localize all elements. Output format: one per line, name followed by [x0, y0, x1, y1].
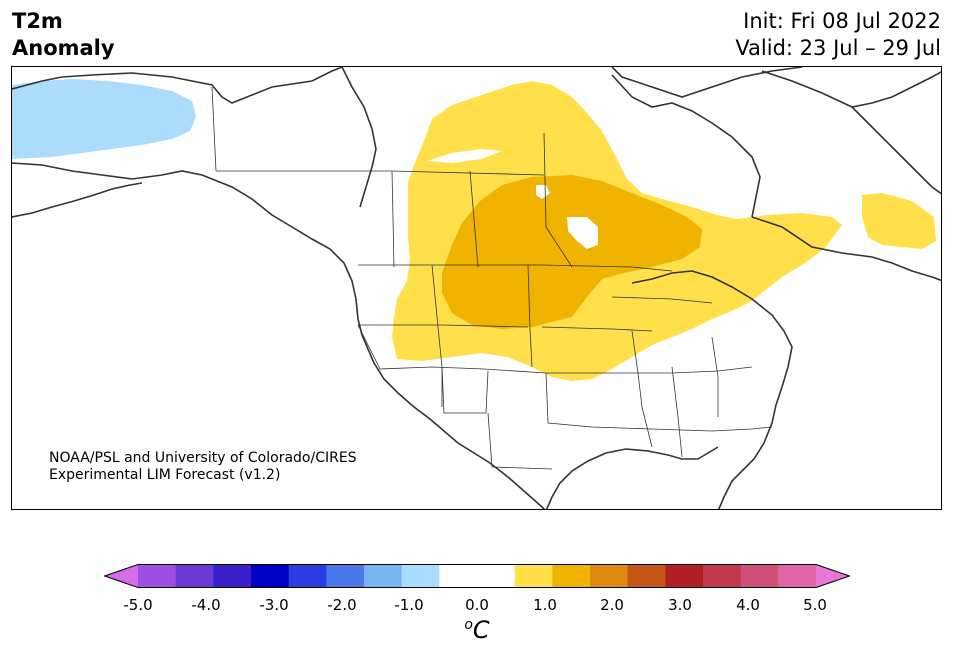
tick-label: -2.0	[327, 596, 357, 614]
colorbar-bin	[364, 564, 403, 588]
colorbar-bin	[175, 564, 214, 588]
colorbar-bin	[627, 564, 666, 588]
colorbar-extend-low	[104, 564, 138, 588]
colorbar-bin	[251, 564, 290, 588]
title-line-1: T2m	[12, 9, 63, 33]
colorbar-bin	[477, 564, 516, 588]
init-date: Init: Fri 08 Jul 2022	[743, 9, 941, 33]
colorbar-bin	[288, 564, 327, 588]
colorbar	[104, 564, 850, 588]
title-line-2: Anomaly	[12, 36, 115, 60]
colorbar-bin	[401, 564, 440, 588]
tick-label: 2.0	[600, 596, 624, 614]
tick-label: -4.0	[191, 596, 221, 614]
colorbar-bin	[138, 564, 177, 588]
colorbar-unit: oC	[464, 616, 489, 644]
colorbar-bin	[740, 564, 779, 588]
tick-label: -1.0	[394, 596, 424, 614]
tick-label: -3.0	[259, 596, 289, 614]
warm-anomaly-region-mid	[442, 175, 702, 329]
colorbar-ticks: -5.0 -4.0 -3.0 -2.0 -1.0 0.0 1.0 2.0 3.0…	[0, 596, 953, 616]
colorbar-bin	[439, 564, 478, 588]
tick-label: 1.0	[533, 596, 557, 614]
unit-letter: C	[472, 616, 490, 644]
political-borders	[211, 86, 773, 470]
forecast-dates: Init: Fri 08 Jul 2022 Valid: 23 Jul – 29…	[735, 8, 941, 62]
colorbar-bin	[326, 564, 365, 588]
colorbar-bin	[552, 564, 591, 588]
data-credit: NOAA/PSL and University of Colorado/CIRE…	[49, 450, 357, 484]
colorbar-bin	[514, 564, 553, 588]
tick-label: 0.0	[465, 596, 489, 614]
coastlines	[12, 67, 941, 509]
tick-label: 4.0	[736, 596, 760, 614]
tick-label: -5.0	[123, 596, 153, 614]
tick-label: 5.0	[803, 596, 827, 614]
colorbar-bin	[590, 564, 629, 588]
colorbar-bin	[213, 564, 252, 588]
colorbar-extend-high	[816, 564, 850, 588]
anomaly-map	[11, 66, 942, 510]
credit-line-1: NOAA/PSL and University of Colorado/CIRE…	[49, 450, 357, 466]
credit-line-2: Experimental LIM Forecast (v1.2)	[49, 467, 281, 483]
colorbar-bin	[703, 564, 742, 588]
cold-anomaly-region-alaska	[12, 79, 196, 159]
colorbar-outline	[104, 564, 850, 588]
valid-dates: Valid: 23 Jul – 29 Jul	[735, 36, 941, 60]
unit-degree: o	[464, 617, 473, 633]
tick-label: 3.0	[668, 596, 692, 614]
neutral-patch	[427, 149, 598, 249]
map-canvas	[12, 67, 941, 509]
colorbar-bin	[665, 564, 704, 588]
map-title: T2m Anomaly	[12, 8, 115, 62]
colorbar-bin	[778, 564, 817, 588]
